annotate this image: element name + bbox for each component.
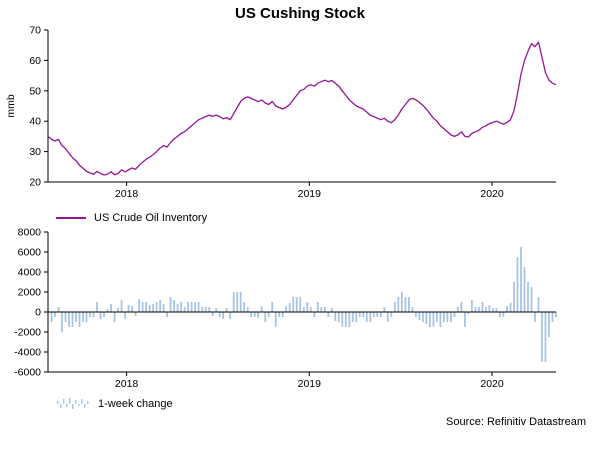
change-chart: -6000 -4000 -2000 0 2000 4000 6000 8000 2018 2019… xyxy=(14,227,557,390)
change-legend: 1-week change xyxy=(56,396,600,412)
svg-text:2019: 2019 xyxy=(298,188,322,200)
svg-text:mmb: mmb xyxy=(5,94,17,117)
svg-text:0: 0 xyxy=(35,307,41,319)
inventory-chart: 20 30 40 50 60 70 2018 2019 2020 mmb xyxy=(5,25,557,200)
svg-text:2020: 2020 xyxy=(480,188,504,200)
line-sample-icon xyxy=(56,217,86,219)
chart-title: US Cushing Stock xyxy=(234,5,365,22)
svg-text:2000: 2000 xyxy=(18,287,42,299)
svg-text:8000: 8000 xyxy=(18,227,42,239)
svg-text:-2000: -2000 xyxy=(14,327,41,339)
svg-text:2018: 2018 xyxy=(115,188,139,200)
inventory-legend-label: US Crude Oil Inventory xyxy=(94,212,208,224)
svg-text:50: 50 xyxy=(29,85,41,97)
svg-text:60: 60 xyxy=(29,55,41,67)
bars-sample-icon xyxy=(56,398,90,410)
svg-text:20: 20 xyxy=(29,177,41,189)
source-note: Source: Refinitiv Datastream xyxy=(446,416,586,428)
svg-text:70: 70 xyxy=(29,25,41,37)
svg-text:6000: 6000 xyxy=(18,247,42,259)
svg-text:40: 40 xyxy=(29,116,41,128)
svg-text:2020: 2020 xyxy=(480,378,504,390)
svg-text:-4000: -4000 xyxy=(14,347,41,359)
change-legend-label: 1-week change xyxy=(98,398,173,410)
svg-text:30: 30 xyxy=(29,146,41,158)
svg-text:2018: 2018 xyxy=(115,378,139,390)
svg-text:2019: 2019 xyxy=(298,378,322,390)
svg-text:-6000: -6000 xyxy=(14,367,41,379)
inventory-legend: US Crude Oil Inventory xyxy=(56,210,600,226)
svg-text:4000: 4000 xyxy=(18,267,42,279)
